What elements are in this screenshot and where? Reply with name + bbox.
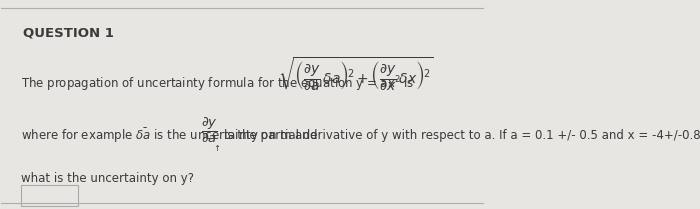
Text: where for example $\bar{\delta a}$ is the uncertainty on m and: where for example $\bar{\delta a}$ is th… (20, 126, 317, 145)
Text: is the partial derivative of y with respect to a. If a = 0.1 +/- 0.5 and x = -4+: is the partial derivative of y with resp… (224, 129, 700, 142)
Text: $\sqrt{\left(\dfrac{\partial y}{\partial a}\,\delta a\right)^{\!2}+\left(\dfrac{: $\sqrt{\left(\dfrac{\partial y}{\partial… (278, 55, 433, 93)
FancyBboxPatch shape (20, 185, 78, 205)
Text: QUESTION 1: QUESTION 1 (23, 26, 114, 39)
Text: what is the uncertainty on y?: what is the uncertainty on y? (20, 172, 194, 185)
Text: $\uparrow$: $\uparrow$ (211, 143, 220, 153)
Text: The propagation of uncertainty formula for the equation y = ax$^2$ is: The propagation of uncertainty formula f… (20, 74, 414, 94)
Text: $\dfrac{\partial y}{\partial a}$: $\dfrac{\partial y}{\partial a}$ (201, 116, 218, 145)
